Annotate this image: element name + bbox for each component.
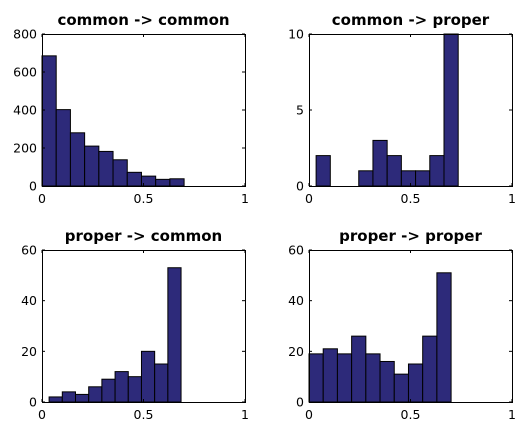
histogram-bar — [416, 171, 430, 186]
histogram-bar — [49, 397, 62, 402]
x-tick-label: 1 — [241, 191, 249, 206]
histogram-bar — [113, 160, 127, 186]
y-tick-label: 20 — [21, 344, 37, 359]
histogram-bar — [75, 394, 88, 402]
histogram-bar — [423, 336, 437, 402]
y-tick-label: 60 — [21, 243, 37, 258]
y-tick-label: 0 — [296, 179, 304, 194]
histogram-bar — [394, 374, 408, 402]
histogram-bar — [373, 140, 387, 186]
y-tick-label: 40 — [288, 293, 304, 308]
histogram-bar — [408, 364, 422, 402]
panel-title: proper -> proper — [339, 227, 482, 245]
histogram-bar — [323, 349, 337, 402]
histogram-bar — [56, 110, 70, 186]
histogram-panel-4: proper -> proper 0 0.5 1 0 20 40 60 — [288, 227, 515, 422]
y-tick-label: 20 — [288, 344, 304, 359]
histogram-bar — [359, 171, 373, 186]
histogram-bar — [115, 372, 128, 402]
y-tick-label: 0 — [29, 179, 37, 194]
y-tick-label: 40 — [21, 293, 37, 308]
panel-title: common -> proper — [332, 11, 490, 29]
x-tick-label: 0 — [38, 407, 46, 422]
y-tick-label: 200 — [13, 141, 37, 156]
histogram-bar — [309, 354, 323, 402]
y-tick-label: 800 — [13, 27, 37, 42]
histogram-bar — [170, 179, 184, 186]
y-tick-label: 600 — [13, 65, 37, 80]
x-tick-label: 0 — [305, 407, 313, 422]
histogram-bar — [387, 156, 401, 186]
x-tick-label: 0 — [305, 191, 313, 206]
histogram-bar — [316, 156, 330, 186]
histogram-panel-1: common -> common 0 0.5 1 0 200 400 600 800 — [13, 11, 249, 206]
x-tick-label: 0.5 — [134, 191, 154, 206]
histogram-bar — [444, 34, 458, 186]
x-tick-label: 0.5 — [401, 407, 421, 422]
plot-area-frame — [310, 35, 513, 187]
histogram-bar — [168, 268, 181, 402]
histogram-bar — [352, 336, 366, 402]
histogram-bar — [437, 273, 451, 402]
x-tick-label: 0 — [38, 191, 46, 206]
histogram-bar — [70, 133, 84, 186]
y-tick-label: 10 — [288, 27, 304, 42]
histogram-bar — [128, 377, 141, 402]
x-tick-label: 1 — [508, 191, 515, 206]
histogram-bar — [401, 171, 415, 186]
x-tick-label: 1 — [241, 407, 249, 422]
histogram-bar — [127, 172, 141, 186]
y-tick-label: 0 — [29, 395, 37, 410]
panel-title: common -> common — [57, 11, 229, 29]
x-tick-label: 0.5 — [401, 191, 421, 206]
histogram-bar — [85, 146, 99, 186]
histogram-bar — [430, 156, 444, 186]
histogram-bar — [141, 351, 154, 402]
histogram-bar — [89, 387, 102, 402]
x-tick-label: 0.5 — [134, 407, 154, 422]
y-tick-label: 400 — [13, 103, 37, 118]
histogram-bar — [62, 392, 75, 402]
x-tick-label: 1 — [508, 407, 515, 422]
histogram-bar — [99, 151, 113, 186]
panel-title: proper -> common — [65, 227, 222, 245]
histogram-bar — [337, 354, 351, 402]
histogram-bar — [156, 179, 170, 186]
y-tick-label: 0 — [296, 395, 304, 410]
histogram-bar — [42, 56, 56, 186]
y-tick-label: 5 — [296, 103, 304, 118]
histogram-bar — [102, 379, 115, 402]
histogram-bar — [366, 354, 380, 402]
y-tick-label: 60 — [288, 243, 304, 258]
histogram-bar — [155, 364, 168, 402]
histogram-panel-3: proper -> common 0 0.5 1 0 20 40 60 — [21, 227, 249, 422]
histogram-bar — [380, 361, 394, 402]
